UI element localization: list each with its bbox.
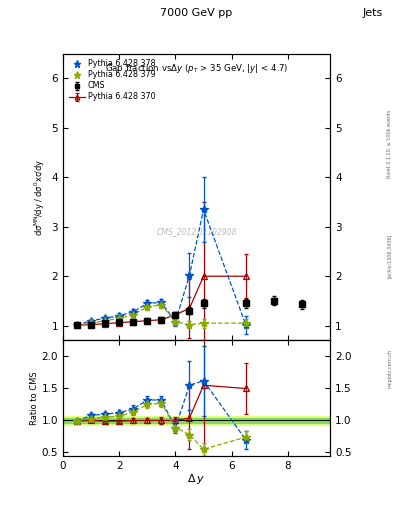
Legend: Pythia 6.428 378, Pythia 6.428 379, CMS, Pythia 6.428 370: Pythia 6.428 378, Pythia 6.428 379, CMS,… — [67, 58, 157, 103]
Text: Jets: Jets — [363, 8, 383, 18]
Pythia 6.428 379 — [75, 322, 79, 328]
Line: Pythia 6.428 378: Pythia 6.428 378 — [73, 205, 250, 329]
Pythia 6.428 378 — [131, 309, 136, 315]
Pythia 6.428 379 — [145, 304, 150, 310]
Pythia 6.428 378 — [75, 322, 79, 328]
Text: CMS_2012_I1102908: CMS_2012_I1102908 — [156, 227, 237, 236]
Line: Pythia 6.428 379: Pythia 6.428 379 — [73, 301, 250, 329]
Text: mcplots.cern.ch: mcplots.cern.ch — [387, 349, 392, 388]
Pythia 6.428 378 — [173, 318, 178, 325]
Pythia 6.428 378 — [187, 272, 192, 279]
Pythia 6.428 379 — [103, 317, 107, 324]
X-axis label: $\Delta\,y$: $\Delta\,y$ — [187, 472, 206, 486]
Bar — [63, 416, 330, 425]
Text: 7000 GeV pp: 7000 GeV pp — [160, 8, 233, 18]
Pythia 6.428 379 — [187, 322, 192, 328]
Pythia 6.428 379 — [131, 312, 136, 318]
Pythia 6.428 379 — [89, 320, 94, 326]
Bar — [63, 418, 330, 423]
Y-axis label: $\mathregular{d\sigma^{MN}\!/dy\;/\;d\sigma^{0}xc\!/dy}$: $\mathregular{d\sigma^{MN}\!/dy\;/\;d\si… — [33, 159, 47, 236]
Text: [arXiv:1306.3436]: [arXiv:1306.3436] — [387, 234, 392, 278]
Pythia 6.428 379 — [117, 315, 121, 322]
Pythia 6.428 379 — [243, 320, 248, 326]
Pythia 6.428 378 — [89, 317, 94, 324]
Pythia 6.428 378 — [201, 206, 206, 212]
Pythia 6.428 378 — [117, 313, 121, 319]
Pythia 6.428 378 — [159, 300, 164, 306]
Pythia 6.428 378 — [243, 322, 248, 328]
Pythia 6.428 379 — [159, 302, 164, 308]
Pythia 6.428 378 — [103, 315, 107, 322]
Text: Rivet 3.1.10, ≥ 100k events: Rivet 3.1.10, ≥ 100k events — [387, 109, 392, 178]
Pythia 6.428 378 — [145, 301, 150, 307]
Pythia 6.428 379 — [173, 318, 178, 325]
Pythia 6.428 379 — [201, 320, 206, 326]
Text: Gap fraction vs$\Delta y$ ($p_\mathrm{T}$ > 35 GeV, |$y$| < 4.7): Gap fraction vs$\Delta y$ ($p_\mathrm{T}… — [105, 62, 288, 75]
Y-axis label: Ratio to CMS: Ratio to CMS — [29, 371, 39, 425]
